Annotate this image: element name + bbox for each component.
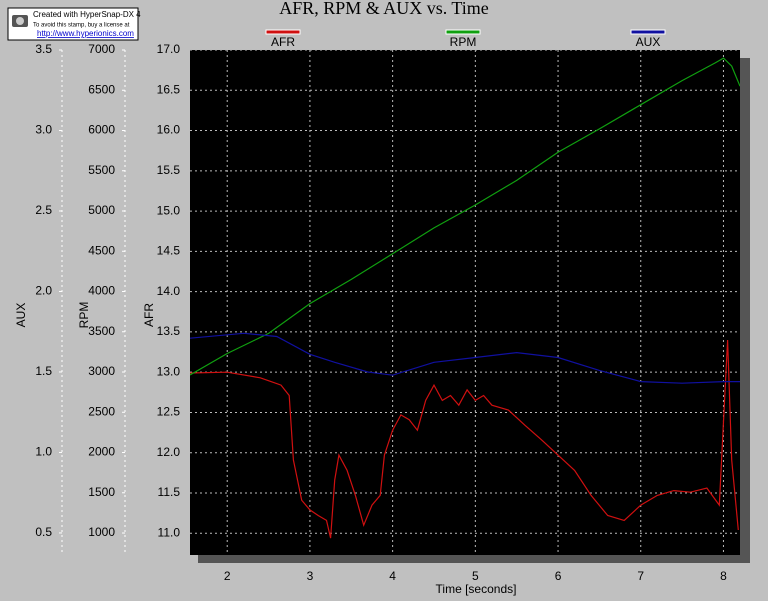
y-axis-label: AFR <box>142 303 156 327</box>
y-tick-label: 1500 <box>88 485 115 499</box>
y-tick-label: 2000 <box>88 445 115 459</box>
legend-label: RPM <box>450 35 477 49</box>
series-layer <box>190 57 740 539</box>
y-tick-label: 12.5 <box>157 405 181 419</box>
y-tick-label: 3.5 <box>35 42 52 56</box>
legend-label: AFR <box>271 35 295 49</box>
watermark-line: Created with HyperSnap-DX 4 <box>33 10 141 19</box>
chart-title: AFR, RPM & AUX vs. Time <box>279 0 489 18</box>
y-tick-label: 13.5 <box>157 324 181 338</box>
watermark-stamp: Created with HyperSnap-DX 4 To avoid thi… <box>7 7 141 41</box>
legend-label: AUX <box>636 35 661 49</box>
y-tick-label: 5500 <box>88 163 115 177</box>
x-tick-label: 5 <box>472 569 479 583</box>
y-tick-label: 12.0 <box>157 445 181 459</box>
y-tick-label: 11.5 <box>158 485 181 499</box>
y-tick-label: 3.0 <box>35 123 52 137</box>
stamp-lens <box>16 17 24 25</box>
y-tick-label: 13.0 <box>157 364 181 378</box>
y-tick-label: 1.0 <box>35 445 52 459</box>
series-line <box>190 57 740 376</box>
y-tick-label: 16.0 <box>157 123 181 137</box>
series-line <box>190 332 740 384</box>
legend-marker <box>265 29 301 35</box>
x-tick-label: 2 <box>224 569 231 583</box>
x-tick-label: 3 <box>307 569 314 583</box>
y-tick-label: 2.0 <box>35 284 52 298</box>
legend-marker <box>630 29 666 35</box>
y-tick-label: 3000 <box>88 364 115 378</box>
x-tick-label: 6 <box>555 569 562 583</box>
y-tick-label: 4000 <box>88 284 115 298</box>
y-tick-label: 0.5 <box>35 525 52 539</box>
legend-marker <box>445 29 481 35</box>
y-tick-label: 2500 <box>88 404 115 418</box>
x-axis-label: Time [seconds] <box>436 582 517 596</box>
y-tick-label: 6000 <box>88 123 115 137</box>
y-tick-label: 1.5 <box>35 364 52 378</box>
y-tick-label: 16.5 <box>157 82 181 96</box>
x-tick-label: 7 <box>637 569 644 583</box>
y-tick-label: 1000 <box>88 525 115 539</box>
y-axis-label: AUX <box>14 303 28 328</box>
y-tick-label: 2.5 <box>35 203 52 217</box>
y-tick-label: 17.0 <box>157 42 181 56</box>
y-axis-label: RPM <box>77 302 91 329</box>
stamp-box <box>7 7 139 41</box>
watermark-link[interactable]: http://www.hyperionics.com <box>37 29 134 38</box>
y-tick-label: 6500 <box>88 82 115 96</box>
y-tick-label: 4500 <box>88 243 115 257</box>
y-tick-label: 3500 <box>88 324 115 338</box>
x-tick-label: 4 <box>389 569 396 583</box>
y-tick-label: 14.0 <box>157 284 181 298</box>
y-tick-label: 14.5 <box>157 244 181 258</box>
y-tick-label: 5000 <box>88 203 115 217</box>
plot-area <box>190 50 740 555</box>
y-tick-label: 7000 <box>88 42 115 56</box>
y-tick-label: 15.5 <box>157 163 181 177</box>
y-tick-label: 11.0 <box>158 525 181 539</box>
x-tick-label: 8 <box>720 569 727 583</box>
watermark-line: To avoid this stamp, buy a license at <box>33 23 130 29</box>
y-tick-label: 15.0 <box>157 203 181 217</box>
series-line <box>190 339 739 539</box>
